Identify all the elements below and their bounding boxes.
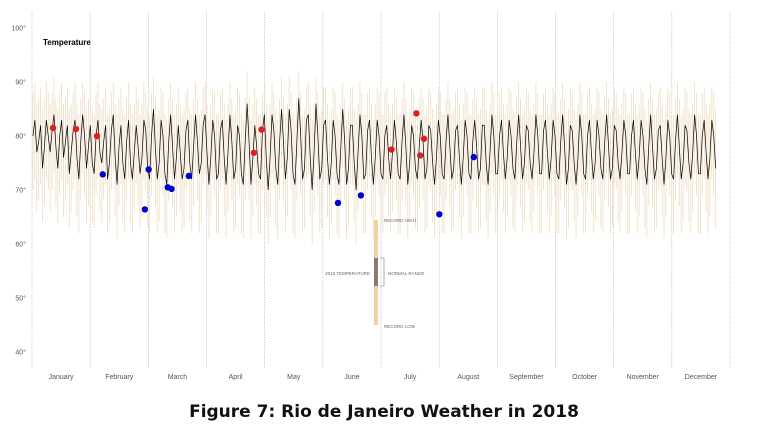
legend-normal-range-label: NORMAL RANGE — [388, 271, 424, 276]
record-low-point — [145, 166, 152, 173]
record-low-point — [99, 171, 106, 178]
x-axis-month-labels: January February March April May June July Augu… — [49, 374, 718, 381]
record-low-point — [436, 211, 443, 218]
x-tick-label: December — [685, 374, 718, 381]
record-low-point — [357, 192, 365, 199]
x-tick-label: November — [627, 374, 660, 381]
record-range-bars — [32, 71, 717, 244]
legend-record-low-label: RECORD LOW — [384, 324, 416, 329]
record-high-point — [93, 132, 101, 140]
record-low-point — [334, 199, 342, 207]
record-high-point — [258, 126, 265, 133]
record-low-point — [185, 172, 193, 180]
y-tick-label: 50° — [15, 294, 26, 302]
record-high-points — [49, 110, 428, 159]
record-high-point — [417, 152, 424, 159]
record-high-point — [420, 135, 428, 142]
record-low-point — [470, 153, 477, 161]
record-low-point — [168, 185, 175, 193]
x-tick-label: June — [344, 374, 359, 381]
record-high-point — [413, 110, 420, 117]
x-tick-label: September — [509, 374, 544, 381]
legend: RECORD HIGH NORMAL RANGE 2018 TEMPERATUR… — [325, 218, 424, 329]
x-tick-label: February — [105, 374, 134, 381]
legend-normal-bracket — [380, 257, 385, 287]
x-tick-label: July — [404, 374, 417, 381]
x-tick-label: March — [168, 374, 188, 381]
legend-2018-temperature-label: 2018 TEMPERATURE — [325, 271, 370, 276]
record-high-point — [388, 146, 395, 153]
legend-normal-range-bar — [374, 258, 378, 286]
record-low-point — [141, 206, 149, 213]
record-low-points — [99, 153, 477, 218]
x-tick-label: October — [572, 374, 598, 381]
y-tick-label: 40° — [15, 348, 26, 356]
panel-title: Temperature — [43, 38, 91, 47]
x-tick-label: August — [457, 374, 479, 381]
y-tick-label: 70° — [15, 187, 26, 195]
x-tick-label: April — [229, 374, 243, 381]
record-high-point — [72, 125, 80, 133]
x-tick-label: January — [49, 374, 74, 381]
y-tick-label: 60° — [15, 240, 26, 248]
y-axis-ticks: 40° 50° 60° 70° 80° 90° 100° — [12, 25, 27, 357]
x-tick-label: May — [287, 374, 301, 381]
figure-caption: Figure 7: Rio de Janeiro Weather in 2018 — [189, 402, 579, 422]
legend-record-high-label: RECORD HIGH — [384, 218, 416, 223]
record-high-point — [250, 149, 258, 156]
y-tick-label: 90° — [15, 79, 26, 87]
temperature-line — [32, 98, 717, 191]
y-tick-label: 80° — [15, 133, 26, 141]
y-tick-label: 100° — [12, 25, 27, 33]
record-high-point — [49, 124, 57, 132]
